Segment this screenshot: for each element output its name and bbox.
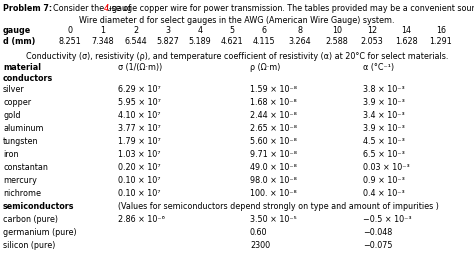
- Text: −0.5 × 10⁻³: −0.5 × 10⁻³: [363, 215, 411, 224]
- Text: 3.77 × 10⁷: 3.77 × 10⁷: [118, 124, 161, 133]
- Text: 0.10 × 10⁷: 0.10 × 10⁷: [118, 176, 161, 185]
- Text: Problem 7:: Problem 7:: [3, 4, 52, 13]
- Text: gauge: gauge: [3, 26, 31, 35]
- Text: 9.71 × 10⁻⁸: 9.71 × 10⁻⁸: [250, 150, 297, 159]
- Text: 0.10 × 10⁷: 0.10 × 10⁷: [118, 189, 161, 198]
- Text: material: material: [3, 63, 41, 72]
- Text: 2300: 2300: [250, 241, 270, 250]
- Text: 1: 1: [100, 26, 106, 35]
- Text: 2.44 × 10⁻⁸: 2.44 × 10⁻⁸: [250, 111, 297, 120]
- Text: semiconductors: semiconductors: [3, 202, 74, 211]
- Text: 0.20 × 10⁷: 0.20 × 10⁷: [118, 163, 161, 172]
- Text: 98.0 × 10⁻⁸: 98.0 × 10⁻⁸: [250, 176, 297, 185]
- Text: 3.9 × 10⁻³: 3.9 × 10⁻³: [363, 124, 405, 133]
- Text: 1.03 × 10⁷: 1.03 × 10⁷: [118, 150, 161, 159]
- Text: 3: 3: [165, 26, 171, 35]
- Text: Wire diameter d for select gauges in the AWG (American Wire Gauge) system.: Wire diameter d for select gauges in the…: [79, 16, 395, 25]
- Text: 0: 0: [67, 26, 73, 35]
- Text: Consider the use of: Consider the use of: [48, 4, 134, 13]
- Text: 5.60 × 10⁻⁸: 5.60 × 10⁻⁸: [250, 137, 297, 146]
- Text: 6.5 × 10⁻³: 6.5 × 10⁻³: [363, 150, 405, 159]
- Text: 4: 4: [198, 26, 202, 35]
- Text: α (°C⁻¹): α (°C⁻¹): [363, 63, 394, 72]
- Text: copper: copper: [3, 98, 31, 107]
- Text: 2.588: 2.588: [326, 37, 348, 46]
- Text: 14: 14: [401, 26, 411, 35]
- Text: 0.4 × 10⁻³: 0.4 × 10⁻³: [363, 189, 405, 198]
- Text: 3.50 × 10⁻⁵: 3.50 × 10⁻⁵: [250, 215, 297, 224]
- Text: 4.621: 4.621: [221, 37, 243, 46]
- Text: Conductivity (σ), resistivity (ρ), and temperature coefficient of resistivity (α: Conductivity (σ), resistivity (ρ), and t…: [26, 52, 448, 61]
- Text: -gauge copper wire for power transmission. The tables provided may be a convenie: -gauge copper wire for power transmissio…: [109, 4, 474, 13]
- Text: 8: 8: [298, 26, 302, 35]
- Text: 10: 10: [332, 26, 342, 35]
- Text: d (mm): d (mm): [3, 37, 36, 46]
- Text: 2: 2: [134, 26, 138, 35]
- Text: 2.053: 2.053: [361, 37, 383, 46]
- Text: 7.348: 7.348: [91, 37, 114, 46]
- Text: 1.291: 1.291: [429, 37, 452, 46]
- Text: carbon (pure): carbon (pure): [3, 215, 58, 224]
- Text: mercury: mercury: [3, 176, 37, 185]
- Text: ρ (Ω·m): ρ (Ω·m): [250, 63, 281, 72]
- Text: 3.9 × 10⁻³: 3.9 × 10⁻³: [363, 98, 405, 107]
- Text: 0.60: 0.60: [250, 228, 267, 237]
- Text: 6.544: 6.544: [125, 37, 147, 46]
- Text: conductors: conductors: [3, 74, 53, 83]
- Text: 1.59 × 10⁻⁸: 1.59 × 10⁻⁸: [250, 85, 297, 94]
- Text: 16: 16: [436, 26, 446, 35]
- Text: 5.95 × 10⁷: 5.95 × 10⁷: [118, 98, 161, 107]
- Text: −0.075: −0.075: [363, 241, 392, 250]
- Text: 6: 6: [262, 26, 266, 35]
- Text: 2.86 × 10⁻⁶: 2.86 × 10⁻⁶: [118, 215, 165, 224]
- Text: germanium (pure): germanium (pure): [3, 228, 77, 237]
- Text: 12: 12: [367, 26, 377, 35]
- Text: 0.9 × 10⁻³: 0.9 × 10⁻³: [363, 176, 405, 185]
- Text: 4.5 × 10⁻³: 4.5 × 10⁻³: [363, 137, 405, 146]
- Text: 5: 5: [229, 26, 235, 35]
- Text: 3.8 × 10⁻³: 3.8 × 10⁻³: [363, 85, 405, 94]
- Text: tungsten: tungsten: [3, 137, 38, 146]
- Text: 4.10 × 10⁷: 4.10 × 10⁷: [118, 111, 161, 120]
- Text: 5.189: 5.189: [189, 37, 211, 46]
- Text: iron: iron: [3, 150, 18, 159]
- Text: 6.29 × 10⁷: 6.29 × 10⁷: [118, 85, 161, 94]
- Text: constantan: constantan: [3, 163, 48, 172]
- Text: 1.628: 1.628: [395, 37, 417, 46]
- Text: 5.827: 5.827: [156, 37, 180, 46]
- Text: gold: gold: [3, 111, 20, 120]
- Text: 4: 4: [104, 4, 109, 13]
- Text: σ (1/(Ω·m)): σ (1/(Ω·m)): [118, 63, 162, 72]
- Text: 4.115: 4.115: [253, 37, 275, 46]
- Text: 100. × 10⁻⁸: 100. × 10⁻⁸: [250, 189, 297, 198]
- Text: 49.0 × 10⁻⁸: 49.0 × 10⁻⁸: [250, 163, 297, 172]
- Text: 8.251: 8.251: [59, 37, 82, 46]
- Text: 3.264: 3.264: [289, 37, 311, 46]
- Text: (Values for semiconductors depend strongly on type and amount of impurities ): (Values for semiconductors depend strong…: [118, 202, 439, 211]
- Text: 1.68 × 10⁻⁸: 1.68 × 10⁻⁸: [250, 98, 297, 107]
- Text: silicon (pure): silicon (pure): [3, 241, 55, 250]
- Text: −0.048: −0.048: [363, 228, 392, 237]
- Text: 0.03 × 10⁻³: 0.03 × 10⁻³: [363, 163, 410, 172]
- Text: aluminum: aluminum: [3, 124, 44, 133]
- Text: 2.65 × 10⁻⁸: 2.65 × 10⁻⁸: [250, 124, 297, 133]
- Text: nichrome: nichrome: [3, 189, 41, 198]
- Text: silver: silver: [3, 85, 25, 94]
- Text: 1.79 × 10⁷: 1.79 × 10⁷: [118, 137, 161, 146]
- Text: 3.4 × 10⁻³: 3.4 × 10⁻³: [363, 111, 405, 120]
